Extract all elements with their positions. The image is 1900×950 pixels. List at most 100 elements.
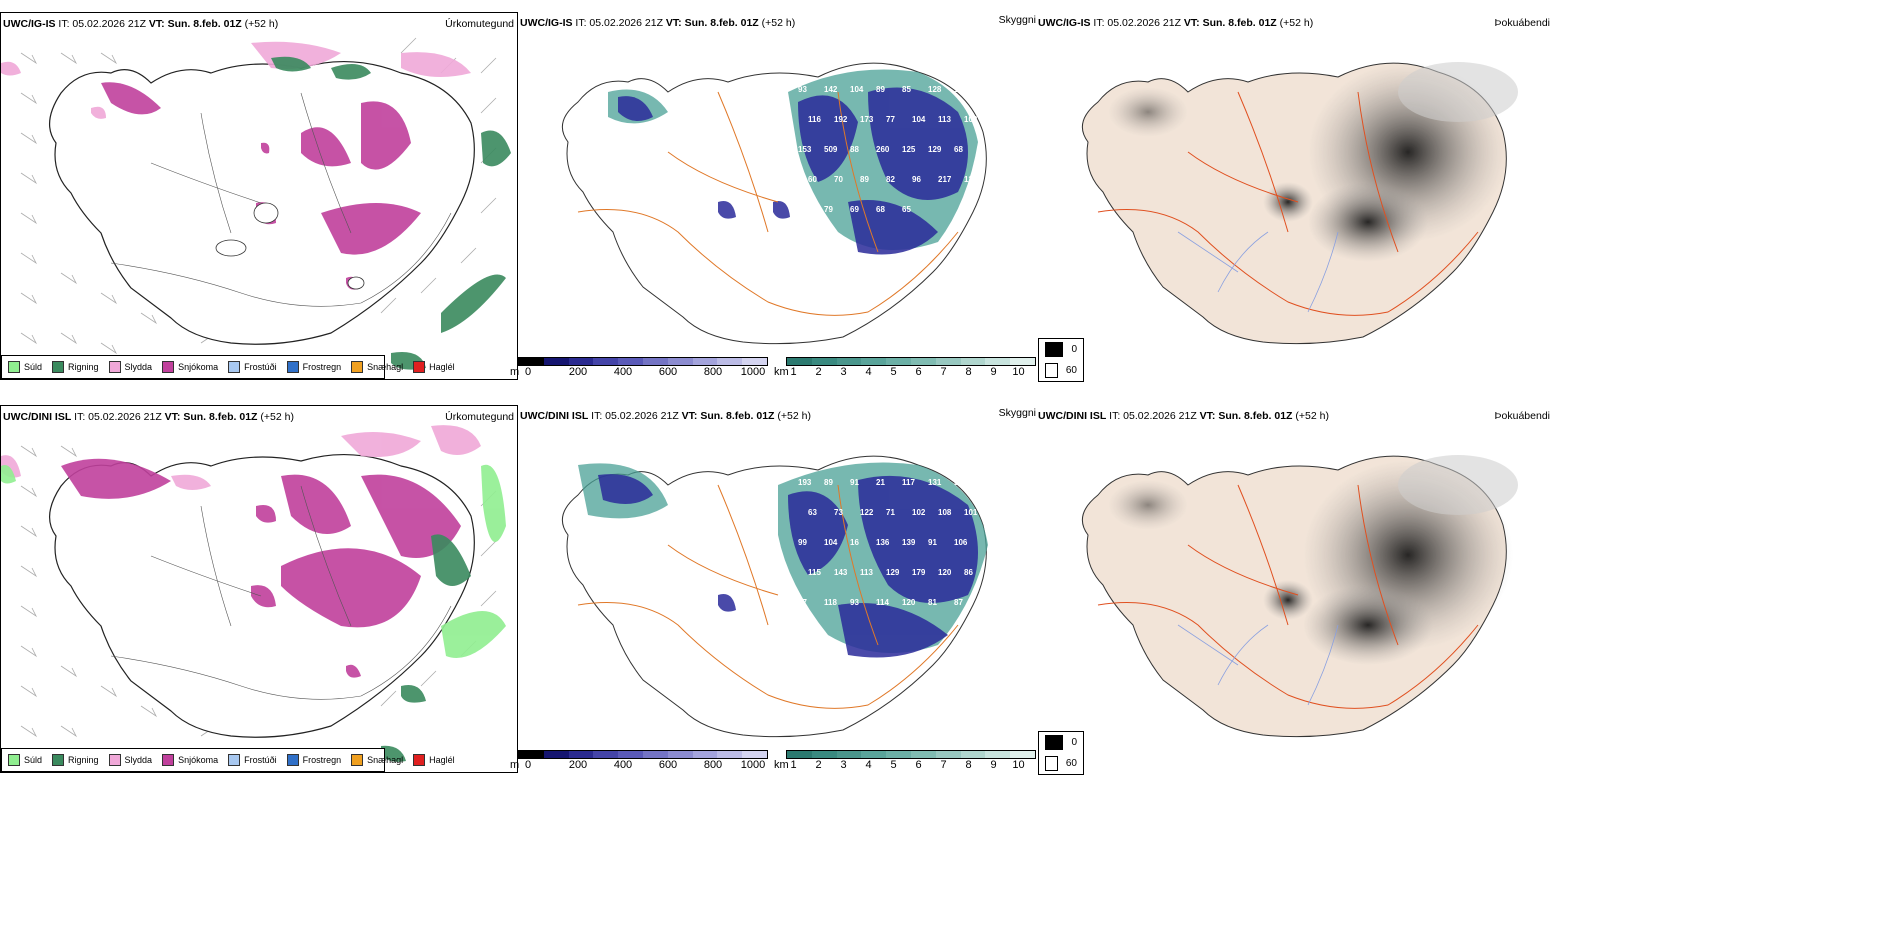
tick: 800 bbox=[703, 759, 723, 771]
visibility-value-label: 82 bbox=[886, 175, 895, 184]
precip-type-map bbox=[1, 425, 506, 762]
visibility-value-label: 128 bbox=[928, 85, 942, 94]
visibility-value-label: 60 bbox=[808, 175, 817, 184]
precip-legend: Súld Rigning Slydda Snjókoma Frostúði Fr… bbox=[1, 355, 455, 379]
visibility-value-label: 71 bbox=[886, 508, 895, 517]
tick: 200 bbox=[568, 759, 588, 771]
height-colorbar: m 0 200 400 600 800 1000 bbox=[510, 750, 768, 771]
tick: 1 bbox=[790, 759, 797, 771]
tick: 4 bbox=[865, 366, 872, 378]
vis-labels: 193 89 91 21 117 131 51 63 73 122 71 102 108 101 99 104… bbox=[798, 478, 978, 637]
visibility-value-label: 260 bbox=[876, 145, 890, 154]
visibility-value-label: 104 bbox=[912, 115, 926, 124]
precip-type-map bbox=[1, 37, 511, 370]
fog-map bbox=[1081, 455, 1518, 738]
visibility-value-label: 122 bbox=[860, 508, 874, 517]
tick: 6 bbox=[915, 366, 922, 378]
visibility-value-label: 108 bbox=[938, 508, 952, 517]
fog-legend-item: 0 bbox=[1039, 732, 1083, 753]
tick: 1000 bbox=[740, 366, 766, 378]
init-time: IT: 05.02.2026 21Z bbox=[74, 411, 162, 423]
tick: 200 bbox=[568, 366, 588, 378]
visibility-value-label: 113 bbox=[860, 568, 873, 577]
tick: 3 bbox=[840, 366, 847, 378]
lead-time: (+52 h) bbox=[777, 410, 811, 422]
visibility-value-label: 117 bbox=[902, 478, 915, 487]
visibility-value-label: 93 bbox=[798, 85, 807, 94]
tick: 5 bbox=[890, 759, 897, 771]
panel-header: UWC/IG-IS IT: 05.02.2026 21Z VT: Sun. 8.… bbox=[3, 18, 278, 30]
visibility-value-label: 120 bbox=[902, 598, 916, 607]
visibility-map: 93 142 104 89 85 128 121 116 192 173 77 104 113 102 15… bbox=[561, 62, 987, 345]
valid-label: VT: bbox=[164, 411, 181, 423]
tick: 0 bbox=[524, 366, 532, 378]
visibility-value-label: 21 bbox=[876, 478, 885, 487]
precip-legend: Súld Rigning Slydda Snjókoma Frostúði Fr… bbox=[1, 748, 455, 772]
rain-areas bbox=[381, 534, 471, 762]
vis-bar-swatches bbox=[786, 357, 1036, 366]
visibility-value-label: 85 bbox=[902, 85, 911, 94]
visibility-value-label: 165 bbox=[808, 628, 822, 637]
legend-item: Frostúði bbox=[228, 754, 277, 766]
visibility-value-label: 102 bbox=[964, 115, 978, 124]
valid-time: Sun. 8.feb. 01Z bbox=[1218, 410, 1293, 422]
visibility-value-label: 113 bbox=[938, 115, 951, 124]
rain-areas bbox=[271, 56, 511, 370]
fog-panel-bottom: UWC/DINI ISL IT: 05.02.2026 21Z VT: Sun.… bbox=[1038, 405, 1900, 775]
visibility-colorbar: km 1 2 3 4 5 6 7 8 9 10 bbox=[774, 750, 1036, 771]
tick: 10 bbox=[1012, 759, 1025, 771]
visibility-value-label: 106 bbox=[954, 538, 968, 547]
valid-label: VT: bbox=[1183, 17, 1200, 29]
legend-item: Frostregn bbox=[286, 754, 341, 766]
lead-time: (+52 h) bbox=[1295, 410, 1329, 422]
vis-bar-swatches bbox=[786, 750, 1036, 759]
visibility-value-label: 104 bbox=[850, 85, 864, 94]
visibility-value-label: 192 bbox=[834, 115, 848, 124]
visibility-value-label: 86 bbox=[964, 568, 973, 577]
init-time: IT: 05.02.2026 21Z bbox=[1093, 17, 1181, 29]
precip-title: Úrkomutegund bbox=[445, 411, 514, 423]
visibility-value-label: 142 bbox=[824, 85, 838, 94]
visibility-value-label: 63 bbox=[808, 508, 817, 517]
sky-title: Skyggni bbox=[998, 14, 1036, 26]
precip-panel-top: UWC/IG-IS IT: 05.02.2026 21Z VT: Sun. 8.… bbox=[0, 12, 518, 380]
roads bbox=[110, 485, 452, 700]
visibility-value-label: 102 bbox=[912, 508, 926, 517]
visibility-value-label: 143 bbox=[834, 568, 848, 577]
height-ticks: m 0 200 400 600 800 1000 bbox=[510, 366, 768, 378]
visibility-panel-top: UWC/IG-IS IT: 05.02.2026 21Z VT: Sun. 8.… bbox=[510, 12, 1038, 380]
sky-title: Skyggni bbox=[998, 407, 1036, 419]
tick: 800 bbox=[703, 366, 723, 378]
tick: 4 bbox=[865, 759, 872, 771]
tick: 1000 bbox=[740, 759, 766, 771]
tick: 3 bbox=[840, 759, 847, 771]
visibility-value-label: 129 bbox=[928, 145, 942, 154]
init-time: IT: 05.02.2026 21Z bbox=[575, 17, 663, 29]
sleet-areas bbox=[1, 425, 481, 490]
visibility-value-label: 16 bbox=[850, 538, 859, 547]
visibility-map: 193 89 91 21 117 131 51 63 73 122 71 102 108 101 99 104… bbox=[561, 455, 988, 738]
visibility-value-label: 509 bbox=[824, 145, 838, 154]
visibility-value-label: 131 bbox=[928, 478, 942, 487]
model-name: UWC/DINI ISL bbox=[520, 410, 589, 422]
valid-time: Sun. 8.feb. 01Z bbox=[1202, 17, 1277, 29]
visibility-value-label: 193 bbox=[798, 478, 812, 487]
vis-blue bbox=[618, 87, 968, 255]
visibility-value-label: 51 bbox=[954, 478, 963, 487]
valid-time: Sun. 8.feb. 01Z bbox=[183, 411, 258, 423]
visibility-value-label: 88 bbox=[850, 145, 859, 154]
legend-item: Snjókoma bbox=[162, 361, 218, 373]
visibility-value-label: 217 bbox=[938, 175, 952, 184]
visibility-panel-bottom: UWC/DINI ISL IT: 05.02.2026 21Z VT: Sun.… bbox=[510, 405, 1038, 773]
legend-item: Haglél bbox=[413, 361, 455, 373]
vis-roads bbox=[577, 484, 959, 709]
visibility-value-label: 153 bbox=[798, 145, 812, 154]
tick: 600 bbox=[658, 759, 678, 771]
visibility-value-label: 136 bbox=[876, 538, 890, 547]
fog-legend-item: 0 bbox=[1039, 339, 1083, 360]
model-name: UWC/DINI ISL bbox=[1038, 410, 1107, 422]
valid-label: VT: bbox=[681, 410, 698, 422]
visibility-value-label: 89 bbox=[860, 175, 869, 184]
tick: 8 bbox=[965, 759, 972, 771]
height-bar-swatches bbox=[518, 750, 768, 759]
